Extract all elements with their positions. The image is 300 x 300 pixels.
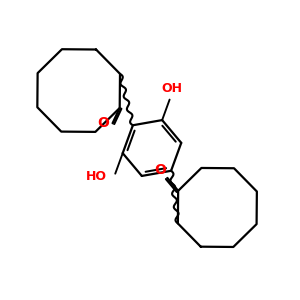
Text: O: O <box>98 116 109 130</box>
Text: HO: HO <box>86 170 107 183</box>
Text: O: O <box>154 163 166 177</box>
Text: OH: OH <box>161 82 182 95</box>
